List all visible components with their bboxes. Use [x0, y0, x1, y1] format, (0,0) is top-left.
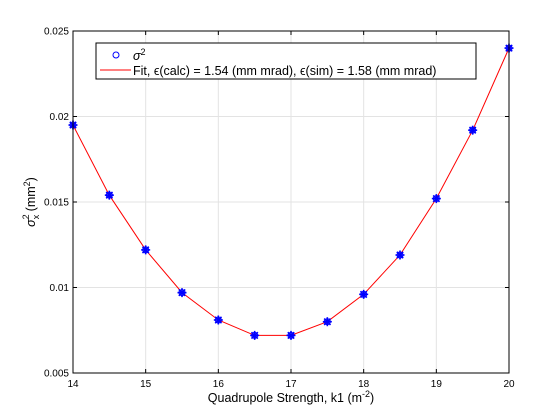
asterisk-stroke	[250, 331, 259, 340]
data-point-asterisk	[104, 190, 114, 200]
legend-measured-sigma: σ	[133, 49, 141, 63]
y-axis-label-units-end: )	[24, 177, 38, 181]
data-point-asterisk	[177, 288, 187, 298]
asterisk-stroke	[141, 246, 150, 254]
legend-box	[95, 42, 477, 80]
data-point-asterisk	[286, 330, 296, 340]
y-tick-label: 0.01	[50, 283, 70, 294]
data-point-asterisk	[359, 289, 369, 299]
axis-ticks: 14 15 16 17 18 19 20 0.005 0.01 0.015 0.02 0.025	[44, 27, 515, 391]
data-point-asterisk	[395, 250, 405, 260]
data-point-asterisk	[141, 245, 151, 255]
asterisk-stroke	[323, 317, 332, 326]
data-point-asterisk	[322, 317, 332, 327]
asterisk-stroke	[359, 290, 368, 299]
x-tick-label: 15	[140, 379, 152, 390]
y-axis-label-sigma: σ	[24, 219, 38, 227]
legend-entry-fit: Fit, ϵ(calc) = 1.54 (mm mrad), ϵ(sim) = …	[133, 64, 436, 78]
x-axis-label-main: Quadrupole Strength, k1 (m	[208, 391, 362, 405]
x-tick-label: 18	[358, 379, 370, 390]
y-tick-label: 0.005	[44, 369, 69, 380]
asterisk-stroke	[105, 191, 114, 199]
x-axis-label: Quadrupole Strength, k1 (m-2)	[208, 389, 374, 405]
x-axis-label-sup: -2	[362, 389, 370, 399]
data-point-asterisk	[468, 125, 478, 135]
y-tick-label: 0.025	[44, 27, 69, 38]
legend-marker-circle	[112, 51, 120, 59]
x-tick-label: 16	[213, 379, 225, 390]
y-axis-label-sup: 2	[21, 214, 31, 219]
y-tick-label: 0.02	[50, 112, 70, 123]
asterisk-stroke	[178, 288, 186, 297]
data-point-asterisk	[431, 194, 441, 204]
y-axis-label-sub: x	[31, 214, 41, 219]
x-tick-label: 20	[503, 379, 515, 390]
asterisk-stroke	[432, 194, 441, 203]
y-axis-label-units-sup: 2	[22, 181, 32, 186]
x-tick-label: 17	[285, 379, 297, 390]
x-tick-label: 19	[431, 379, 443, 390]
legend-measured-sup: 2	[141, 47, 146, 57]
y-axis-label: σ2x (mm2)	[21, 177, 41, 227]
legend: σ2 Fit, ϵ(calc) = 1.54 (mm mrad), ϵ(sim)…	[95, 42, 477, 80]
asterisk-stroke	[214, 316, 223, 324]
x-tick-label: 14	[67, 379, 79, 390]
legend-entry-measured: σ2	[133, 47, 146, 63]
asterisk-stroke	[287, 331, 295, 340]
asterisk-stroke	[396, 251, 404, 259]
data-point-asterisk	[250, 330, 260, 340]
y-tick-label: 0.015	[44, 198, 69, 209]
x-axis-label-end: )	[370, 391, 374, 405]
y-axis-label-units-pre: (mm	[24, 186, 38, 214]
asterisk-stroke	[468, 126, 477, 134]
data-point-asterisk	[213, 315, 223, 325]
